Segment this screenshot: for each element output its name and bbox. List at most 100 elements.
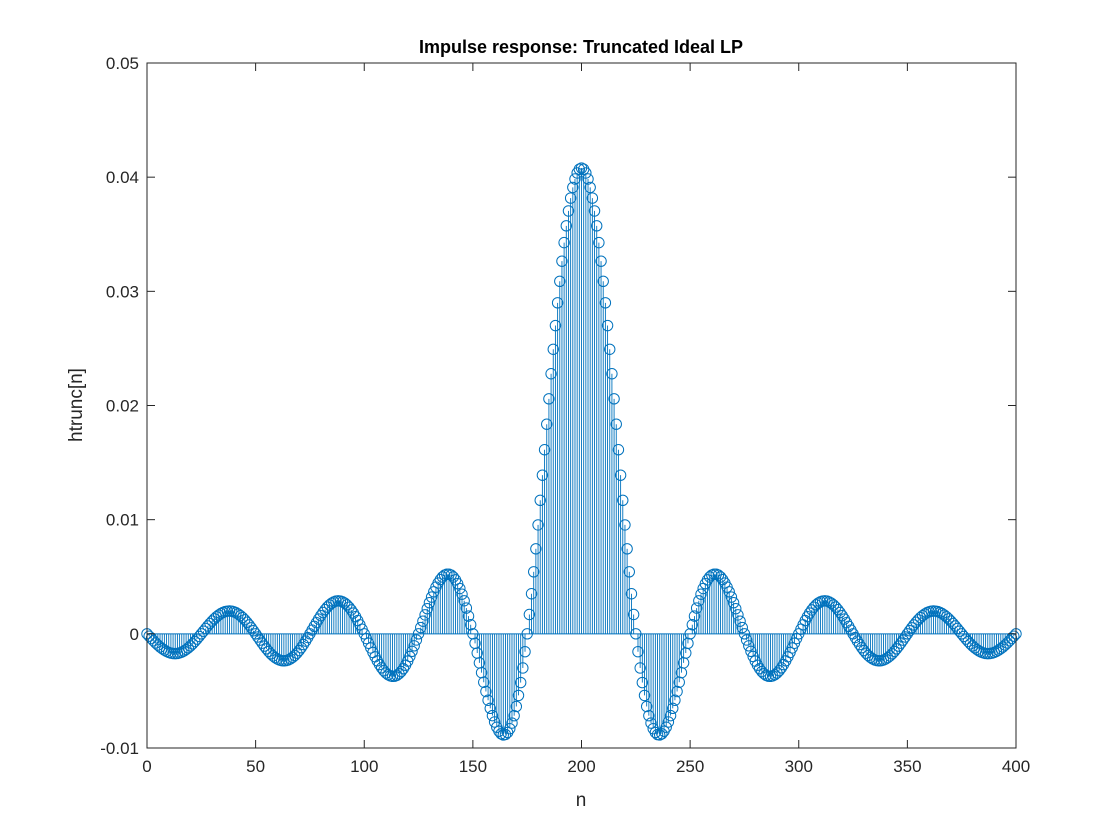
stem-marker (510, 700, 523, 713)
stem-marker (419, 609, 431, 621)
stem-marker (599, 297, 612, 309)
stem-marker (634, 662, 646, 674)
stem-marker (610, 418, 622, 430)
y-axis-ticks: -0.01 0 0.01 0.02 0.03 0.04 0.05 (100, 54, 1016, 758)
x-tick-label: 200 (567, 757, 595, 776)
stem-marker (849, 631, 861, 644)
stem-marker (530, 543, 542, 555)
stem-marker (601, 319, 614, 332)
stem-marker (645, 717, 657, 729)
stem-marker (465, 619, 477, 631)
stem-marker (656, 728, 668, 740)
stem-marker (860, 647, 872, 659)
stem-marker (1003, 635, 1016, 647)
stem-marker (512, 689, 525, 702)
stem-marker (940, 611, 953, 623)
stem-marker (147, 635, 160, 647)
y-tick-label: 0.01 (106, 511, 139, 530)
stem-marker (654, 729, 666, 741)
stem-marker (373, 658, 386, 671)
stem-marker (519, 646, 531, 658)
stem-marker (180, 643, 192, 656)
stem-marker (580, 167, 592, 179)
stem-marker (560, 220, 572, 232)
stem-marker (517, 662, 529, 674)
stem-marker (415, 621, 427, 634)
stem-marker (508, 709, 520, 722)
stem-marker (554, 275, 566, 288)
stem-marker (693, 595, 705, 607)
y-tick-label: 0 (130, 625, 139, 644)
stem-marker (564, 192, 577, 204)
stem-marker (591, 220, 603, 232)
stem-marker (586, 192, 599, 204)
stem-marker (488, 716, 501, 728)
stem-marker (295, 641, 307, 654)
stem-marker (593, 236, 605, 249)
stem-marker (421, 602, 433, 615)
stem-marker (884, 650, 896, 662)
stem-marker (417, 615, 429, 627)
stem-marker (532, 519, 544, 531)
stem-marker (145, 632, 158, 645)
stem-marker (297, 638, 310, 651)
stem-marker (206, 615, 218, 627)
stem-marker (773, 664, 785, 677)
stem-marker (736, 621, 748, 634)
stem-marker (608, 393, 620, 405)
stem-marker (556, 255, 568, 267)
stem-marker (899, 631, 911, 643)
y-axis-label: htrunc[n] (66, 368, 87, 442)
stem-marker (743, 640, 755, 652)
stem-marker (391, 669, 403, 682)
stem-marker (149, 637, 162, 649)
stem-marker (895, 637, 907, 649)
stem-marker (690, 602, 703, 614)
stem-marker (695, 588, 707, 600)
stem-marker (740, 634, 753, 646)
stem-marker (521, 628, 533, 640)
stem-marker (245, 622, 257, 634)
stem-marker (997, 641, 1009, 653)
stem-marker (614, 469, 627, 481)
stem-marker (549, 319, 562, 332)
stem-marker (727, 597, 740, 609)
stem-marker (664, 709, 677, 722)
stem-marker (234, 609, 247, 622)
stem-marker (543, 393, 555, 405)
stem-marker (256, 637, 268, 649)
stem-marker (456, 588, 468, 600)
stem-marker (410, 634, 423, 646)
y-tick-label: -0.01 (100, 739, 139, 758)
stem-marker (493, 725, 505, 737)
stem-marker (588, 205, 601, 217)
stem-marker (612, 444, 625, 456)
x-axis-ticks: 0 50 100 150 200 250 300 350 400 (142, 63, 1030, 776)
stem-marker (338, 597, 351, 609)
stem-marker (803, 607, 816, 619)
stem-marker (528, 566, 540, 578)
stem-marker (447, 571, 460, 583)
stem-marker (636, 676, 649, 689)
stem-marker (484, 702, 496, 715)
stem-marker (671, 685, 683, 698)
stem-marker (478, 676, 490, 688)
chart-title: Impulse response: Truncated Ideal LP (419, 37, 743, 57)
stem-marker (912, 614, 924, 626)
y-tick-label: 0.04 (106, 168, 139, 187)
stem-marker (617, 494, 629, 506)
stem-marker (423, 597, 436, 609)
stem-marker (962, 635, 974, 648)
stem-marker (514, 676, 527, 689)
stem-marker (606, 368, 618, 380)
stem-marker (669, 694, 681, 706)
stem-marker (536, 469, 549, 481)
stem-marker (938, 609, 951, 621)
stem-markers (141, 162, 1022, 741)
stem-marker (832, 603, 844, 616)
stem-marker (995, 642, 1007, 655)
stem-marker (406, 645, 418, 658)
stem-marker (625, 588, 638, 600)
stem-marker (395, 665, 407, 678)
